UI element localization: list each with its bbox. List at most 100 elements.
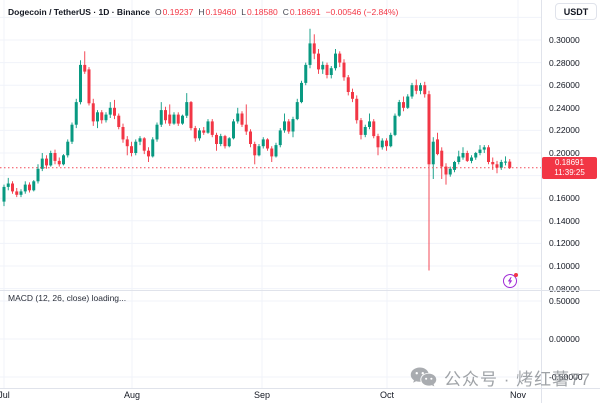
- candle-body: [257, 146, 261, 156]
- time-axis[interactable]: Jul Aug Sep Oct Nov: [0, 389, 541, 403]
- candle-body: [444, 166, 448, 175]
- candle-body: [206, 121, 210, 133]
- candle-body: [223, 136, 227, 147]
- candle-body: [278, 130, 282, 146]
- candle-body: [45, 158, 48, 166]
- candle-body: [70, 124, 74, 142]
- candle-body: [172, 114, 176, 124]
- price-axis-label: 0.50000: [549, 296, 580, 306]
- candle-body: [19, 191, 23, 195]
- candle-body: [508, 161, 512, 168]
- candle-body: [355, 98, 359, 121]
- candle-body: [96, 112, 99, 122]
- wechat-icon: [410, 367, 437, 386]
- candle-body: [274, 145, 278, 157]
- candle-body: [308, 43, 312, 65]
- candle-body: [189, 102, 193, 129]
- candle-body: [142, 138, 146, 151]
- candle-body: [368, 121, 371, 127]
- bar-countdown: 11:39:25: [554, 168, 585, 177]
- candle-body: [291, 119, 295, 132]
- indicator-legend[interactable]: MACD (12, 26, close) loading...: [8, 293, 127, 303]
- watermark-text: 公众号 · 烤红薯77: [444, 370, 592, 389]
- candle-body: [117, 115, 121, 127]
- candle-body: [385, 140, 388, 147]
- candle-body: [11, 183, 14, 192]
- candle-body: [53, 153, 57, 161]
- candle-body: [155, 124, 159, 140]
- candle-body: [36, 168, 40, 182]
- candle-body: [79, 64, 82, 103]
- candle-body: [304, 64, 308, 83]
- candle-body: [491, 162, 495, 165]
- candle-body: [219, 136, 223, 144]
- candle-body: [104, 114, 108, 121]
- candle-body: [2, 186, 6, 202]
- candle-body: [151, 139, 155, 157]
- candle-body: [397, 102, 401, 116]
- candle-body: [249, 131, 252, 144]
- candle-body: [125, 139, 129, 147]
- candle-body: [23, 184, 27, 192]
- candle-body: [159, 110, 163, 125]
- price-axis-label: -0.50000: [549, 372, 583, 382]
- candle-body: [431, 141, 435, 165]
- ohlc-open: O 0.19237: [155, 7, 194, 17]
- candle-body: [461, 153, 465, 158]
- candle-body: [49, 153, 53, 166]
- candle-body: [406, 96, 410, 108]
- candle-body: [376, 136, 380, 148]
- candle-body: [329, 68, 333, 75]
- candle-body: [482, 147, 486, 150]
- candle-body: [359, 120, 363, 135]
- flash-icon-button[interactable]: [503, 273, 518, 288]
- ohlc-low: L 0.18580: [241, 7, 278, 17]
- candle-body: [453, 162, 456, 170]
- candle-body: [244, 124, 248, 132]
- candle-body: [130, 146, 133, 153]
- candle-body: [402, 102, 405, 108]
- ohlc-high: H 0.19460: [198, 7, 237, 17]
- candle-body: [168, 114, 172, 124]
- candle-body: [389, 134, 393, 147]
- currency-unit-button[interactable]: USDT: [555, 3, 597, 20]
- candle-body: [487, 147, 490, 162]
- candle-body: [193, 128, 197, 139]
- candle-body: [312, 43, 316, 54]
- candle-body: [470, 157, 473, 161]
- pane-separator[interactable]: [0, 290, 600, 291]
- candle-body: [164, 110, 167, 121]
- current-price-label: 0.18691 11:39:25: [542, 157, 597, 179]
- price-axis-label: 0.08000: [549, 283, 580, 294]
- candle-body: [372, 121, 376, 137]
- candle-body: [28, 184, 31, 191]
- ohlc-close: C 0.18691: [282, 7, 321, 17]
- candle-body: [91, 103, 95, 122]
- candle-body: [300, 82, 303, 103]
- candle-body: [202, 130, 206, 133]
- candle-body: [15, 191, 19, 195]
- candle-body: [393, 115, 397, 135]
- notification-dot: [514, 273, 518, 277]
- candle-body: [215, 134, 218, 144]
- symbol-title[interactable]: Dogecoin / TetherUS · 1D · Binance: [8, 7, 151, 17]
- candle-body: [287, 121, 291, 132]
- candle-body: [338, 53, 342, 63]
- candle-body: [83, 64, 87, 72]
- price-axis[interactable]: 0.18691 11:39:25 0.30000 0.28000 0.26000 0.…: [542, 0, 600, 403]
- candle-body: [134, 141, 138, 153]
- candle-body: [138, 138, 142, 142]
- candle-body: [108, 107, 112, 115]
- time-axis-label: Aug: [123, 390, 140, 400]
- candle-body: [495, 164, 499, 168]
- candle-body: [261, 139, 265, 147]
- price-axis-label: 0.20000: [549, 148, 580, 158]
- candle-body: [351, 92, 354, 99]
- candle-body: [295, 102, 299, 120]
- time-axis-label: Oct: [379, 390, 394, 400]
- candle-body: [198, 130, 201, 139]
- candle-body: [57, 160, 61, 165]
- price-axis-label: 0.24000: [549, 102, 580, 113]
